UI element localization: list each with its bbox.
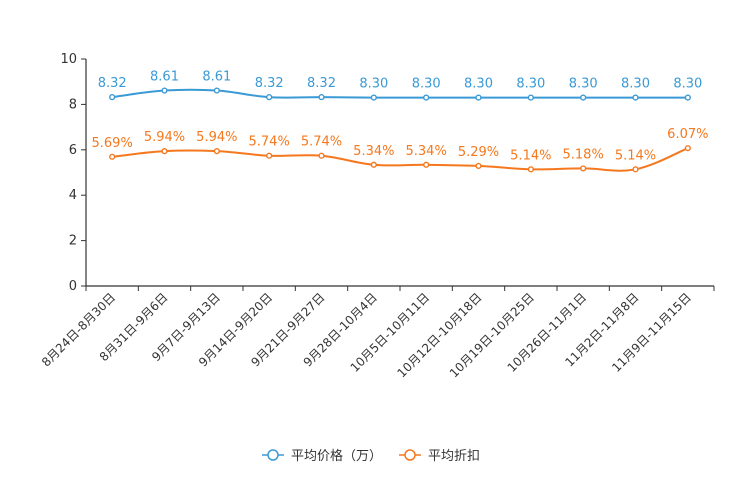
- data-label: 8.61: [150, 70, 179, 85]
- data-label: 5.69%: [92, 136, 133, 151]
- data-point[interactable]: [580, 165, 587, 172]
- data-label: 5.18%: [563, 147, 604, 162]
- series-group: 8.32 8.61 8.61 8.32 8.32 8.30 8.30 8.30 8.30 8.30…: [92, 70, 708, 173]
- x-axis-ticks: 8月24日-8月30日8月31日-9月6日9月7日-9月13日9月14日-9月2…: [39, 286, 715, 380]
- data-label: 8.30: [516, 77, 545, 92]
- data-point[interactable]: [213, 87, 220, 94]
- data-point[interactable]: [266, 152, 273, 159]
- data-point[interactable]: [475, 162, 482, 170]
- data-point[interactable]: [109, 153, 116, 160]
- data-label: 5.94%: [144, 130, 185, 145]
- series-average-price: 8.32 8.61 8.61 8.32 8.32 8.30 8.30 8.30 8.30 8.30…: [98, 70, 702, 101]
- data-point[interactable]: [370, 94, 377, 101]
- axes: [85, 59, 714, 287]
- data-point[interactable]: [161, 87, 168, 94]
- y-tick-label: 4: [69, 188, 77, 203]
- data-label: 8.30: [359, 77, 388, 92]
- data-point[interactable]: [632, 94, 639, 101]
- data-point[interactable]: [423, 161, 430, 168]
- data-point[interactable]: [318, 94, 325, 101]
- legend-marker-icon: [404, 449, 416, 461]
- data-label: 8.30: [673, 77, 702, 92]
- series-line: [112, 88, 688, 99]
- data-point[interactable]: [527, 94, 534, 101]
- data-label: 8.61: [202, 70, 231, 85]
- data-label: 5.29%: [458, 145, 499, 160]
- data-label: 5.74%: [301, 135, 342, 150]
- data-label: 5.14%: [615, 148, 656, 163]
- data-label: 8.32: [307, 76, 336, 91]
- y-tick-label: 8: [69, 97, 77, 112]
- data-label: 6.07%: [667, 127, 708, 142]
- data-point[interactable]: [423, 94, 430, 101]
- data-point[interactable]: [213, 148, 220, 155]
- data-label: 5.14%: [510, 148, 551, 163]
- legend-item-average-price[interactable]: 平均价格（万）: [262, 448, 382, 464]
- series-average-discount: 5.69% 5.94% 5.94% 5.74% 5.74% 5.34% 5.34% 5.29%…: [92, 127, 708, 173]
- y-tick-label: 2: [69, 234, 77, 249]
- data-point[interactable]: [684, 145, 691, 152]
- data-point[interactable]: [475, 94, 482, 101]
- data-point[interactable]: [109, 94, 116, 101]
- legend-label: 平均折扣: [428, 449, 480, 464]
- data-point[interactable]: [632, 166, 639, 173]
- legend-label: 平均价格（万）: [291, 448, 382, 464]
- data-point[interactable]: [161, 148, 168, 155]
- data-label: 8.30: [464, 77, 493, 92]
- data-point[interactable]: [266, 94, 273, 101]
- y-tick-label: 10: [60, 52, 77, 67]
- data-point[interactable]: [318, 152, 325, 159]
- data-label: 8.30: [569, 77, 598, 92]
- legend[interactable]: 平均价格（万） 平均折扣: [262, 448, 480, 464]
- y-axis-ticks: 0 2 4 6 8 10: [60, 52, 86, 294]
- data-label: 5.74%: [249, 135, 290, 150]
- data-point[interactable]: [580, 94, 587, 101]
- y-tick-label: 6: [69, 143, 77, 158]
- legend-item-average-discount[interactable]: 平均折扣: [399, 449, 480, 464]
- data-label: 8.30: [412, 77, 441, 92]
- data-label: 8.32: [98, 76, 127, 91]
- data-point[interactable]: [684, 94, 691, 101]
- data-label: 5.34%: [353, 144, 394, 159]
- series-line: [112, 147, 689, 172]
- data-label: 5.94%: [196, 130, 237, 145]
- data-label: 5.34%: [406, 144, 447, 159]
- data-label: 8.30: [621, 77, 650, 92]
- data-point[interactable]: [527, 166, 534, 173]
- y-tick-label: 0: [69, 279, 77, 294]
- data-label: 8.32: [255, 76, 284, 91]
- data-point[interactable]: [370, 161, 377, 168]
- legend-marker-icon: [267, 449, 279, 461]
